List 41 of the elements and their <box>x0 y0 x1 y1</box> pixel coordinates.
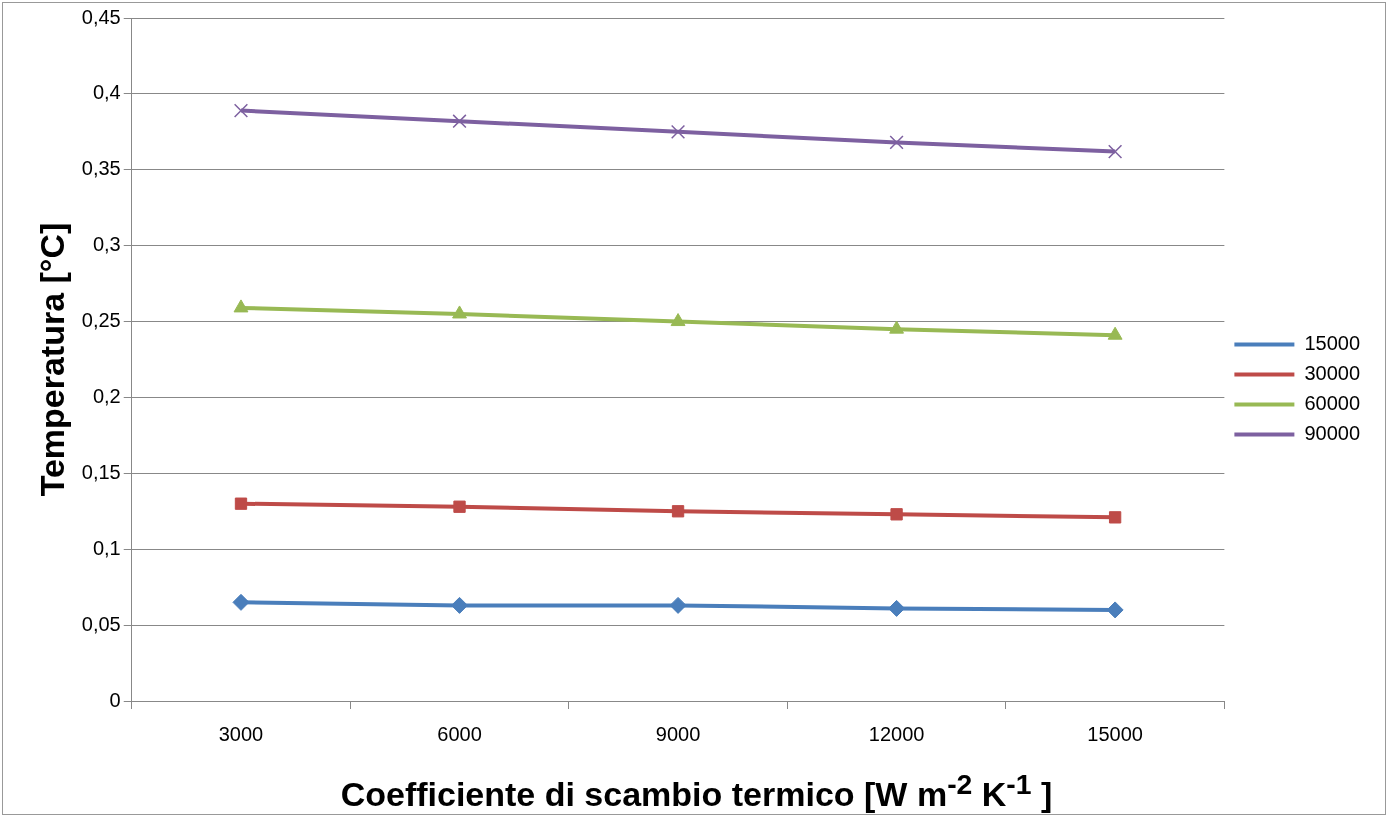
y-tick-label: 0,05 <box>81 612 121 635</box>
x-tick-label: 9000 <box>655 722 701 745</box>
y-tick-label: 0,2 <box>92 384 121 407</box>
y-tick-label: 0,25 <box>81 309 121 332</box>
point <box>671 505 685 518</box>
x-axis-title: Coefficiente di scambio termico [W m$^{-2}$ K$^{-1}$ ] <box>339 768 1054 815</box>
point <box>453 500 466 513</box>
point <box>1108 144 1123 159</box>
x-tick-label: 6000 <box>437 722 482 745</box>
point <box>888 599 906 617</box>
point <box>1108 511 1122 524</box>
x-tick-label: 12000 <box>868 722 925 745</box>
legend-label: 15000 <box>1304 332 1361 355</box>
point <box>232 593 250 611</box>
y-tick-label: 0,35 <box>81 157 121 180</box>
point <box>234 497 248 510</box>
point <box>233 103 249 118</box>
legend-label: 60000 <box>1304 392 1361 415</box>
y-tick-label: 0,45 <box>81 5 121 28</box>
y-tick-label: 0,1 <box>92 536 121 559</box>
point <box>1107 326 1123 340</box>
point <box>890 508 903 521</box>
point <box>669 596 687 614</box>
point <box>1106 601 1124 619</box>
legend-label: 90000 <box>1304 422 1361 445</box>
y-tick-label: 0,15 <box>81 460 121 483</box>
point <box>233 299 249 313</box>
legend-label: 30000 <box>1304 362 1361 385</box>
point <box>889 320 905 334</box>
y-tick-label: 0 <box>109 688 121 711</box>
point <box>670 313 686 327</box>
y-axis-title: Temperatura [°C] <box>32 222 71 497</box>
y-tick-label: 0,3 <box>92 233 121 256</box>
point <box>670 124 686 139</box>
x-tick-label: 15000 <box>1087 722 1143 745</box>
y-tick-label: 0,4 <box>92 81 121 104</box>
point <box>889 135 904 150</box>
x-tick-label: 3000 <box>218 722 264 745</box>
point <box>452 114 467 129</box>
point <box>452 305 467 319</box>
point <box>451 596 469 614</box>
